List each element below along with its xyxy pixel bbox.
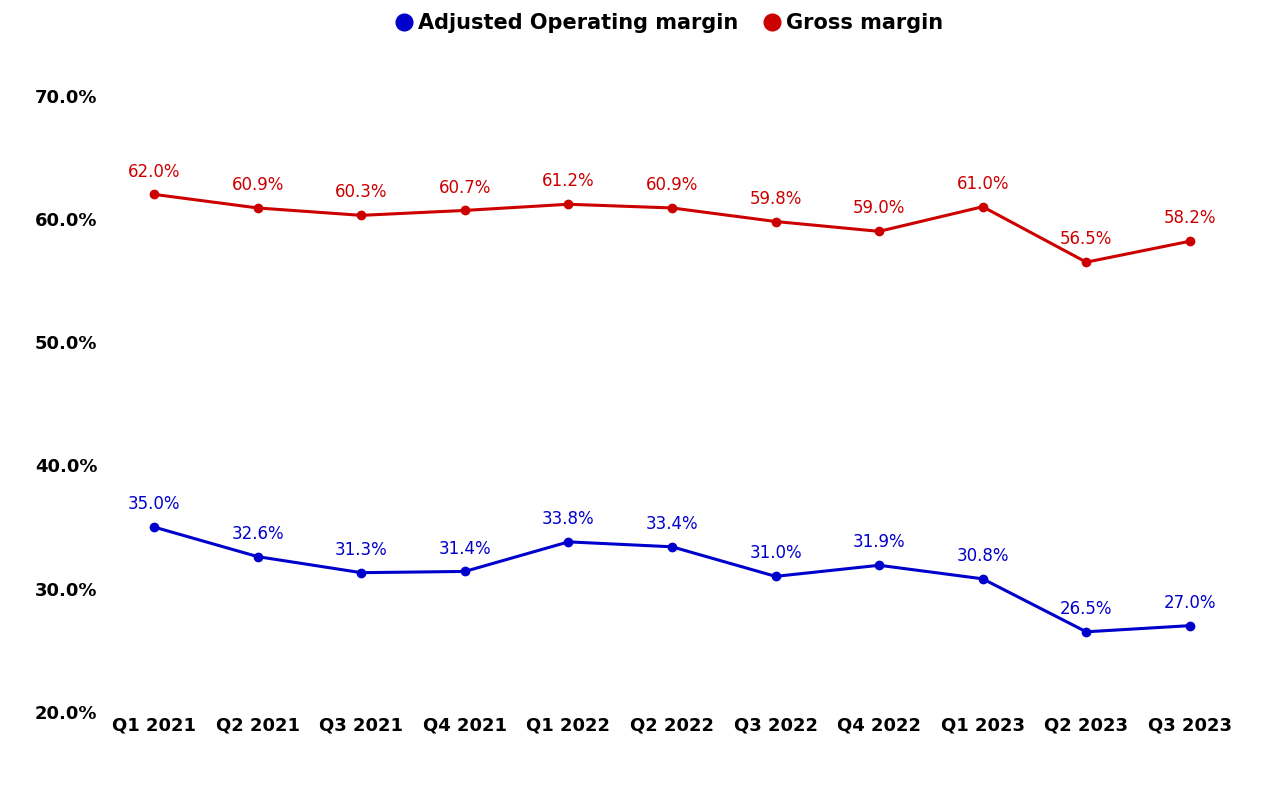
Text: 59.8%: 59.8% <box>749 190 801 207</box>
Text: 31.0%: 31.0% <box>749 544 801 562</box>
Text: 33.8%: 33.8% <box>543 510 595 528</box>
Text: 58.2%: 58.2% <box>1164 210 1216 227</box>
Text: 60.9%: 60.9% <box>646 176 698 194</box>
Text: 60.3%: 60.3% <box>335 184 388 202</box>
Text: 31.4%: 31.4% <box>439 539 492 558</box>
Text: 30.8%: 30.8% <box>956 547 1009 565</box>
Text: 61.0%: 61.0% <box>956 175 1009 193</box>
Text: 31.9%: 31.9% <box>852 533 905 551</box>
Text: 35.0%: 35.0% <box>128 495 180 513</box>
Text: 60.9%: 60.9% <box>232 176 284 194</box>
Text: 27.0%: 27.0% <box>1164 594 1216 611</box>
Text: 61.2%: 61.2% <box>543 172 595 191</box>
Text: 26.5%: 26.5% <box>1060 600 1112 618</box>
Legend: Adjusted Operating margin, Gross margin: Adjusted Operating margin, Gross margin <box>393 5 951 41</box>
Text: 31.3%: 31.3% <box>335 541 388 558</box>
Text: 33.4%: 33.4% <box>645 515 699 533</box>
Text: 59.0%: 59.0% <box>852 199 905 218</box>
Text: 56.5%: 56.5% <box>1060 230 1112 248</box>
Text: 60.7%: 60.7% <box>439 179 492 196</box>
Text: 62.0%: 62.0% <box>128 162 180 180</box>
Text: 32.6%: 32.6% <box>232 524 284 543</box>
